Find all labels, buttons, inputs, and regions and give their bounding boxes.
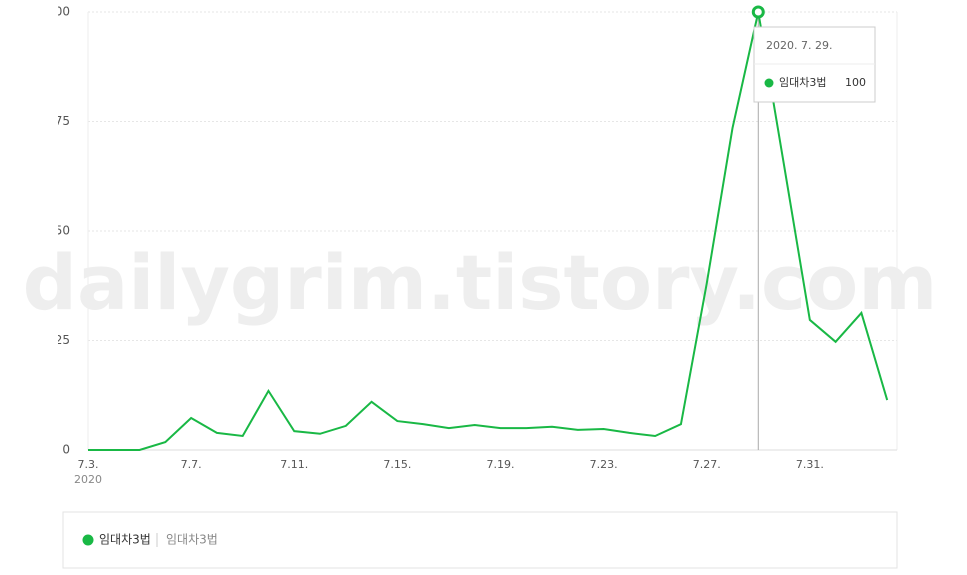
y-tick-label: 100 [47, 5, 70, 19]
x-tick-label: 7.31. [796, 458, 824, 471]
x-tick-label: 7.3. [78, 458, 99, 471]
tooltip-dot [764, 78, 774, 88]
y-tick-label: 75 [55, 114, 70, 128]
y-tick-label: 50 [55, 224, 70, 238]
tooltip-series: 임대차3법 [779, 76, 826, 89]
x-tick-label: 7.23. [590, 458, 618, 471]
hover-marker [751, 5, 765, 19]
y-tick-label: 0 [62, 443, 70, 457]
x-tick-label: 7.27. [693, 458, 721, 471]
legend-label: 임대차3법 [99, 533, 151, 547]
legend-dot [82, 534, 94, 546]
x-tick-label: 7.15. [383, 458, 411, 471]
y-tick-label: 25 [55, 333, 70, 347]
x-year-label: 2020 [74, 473, 102, 486]
x-tick-label: 7.19. [486, 458, 514, 471]
y-axis: 0 25 50 75 100 [47, 5, 70, 457]
legend-secondary: 임대차3법 [166, 533, 218, 547]
legend-box [62, 511, 898, 569]
tooltip-value: 100 [845, 76, 866, 89]
x-tick-label: 7.11. [280, 458, 308, 471]
x-tick-label: 7.7. [181, 458, 202, 471]
watermark: dailygrim.tistory.com [23, 238, 938, 327]
tooltip-date: 2020. 7. 29. [766, 39, 832, 52]
